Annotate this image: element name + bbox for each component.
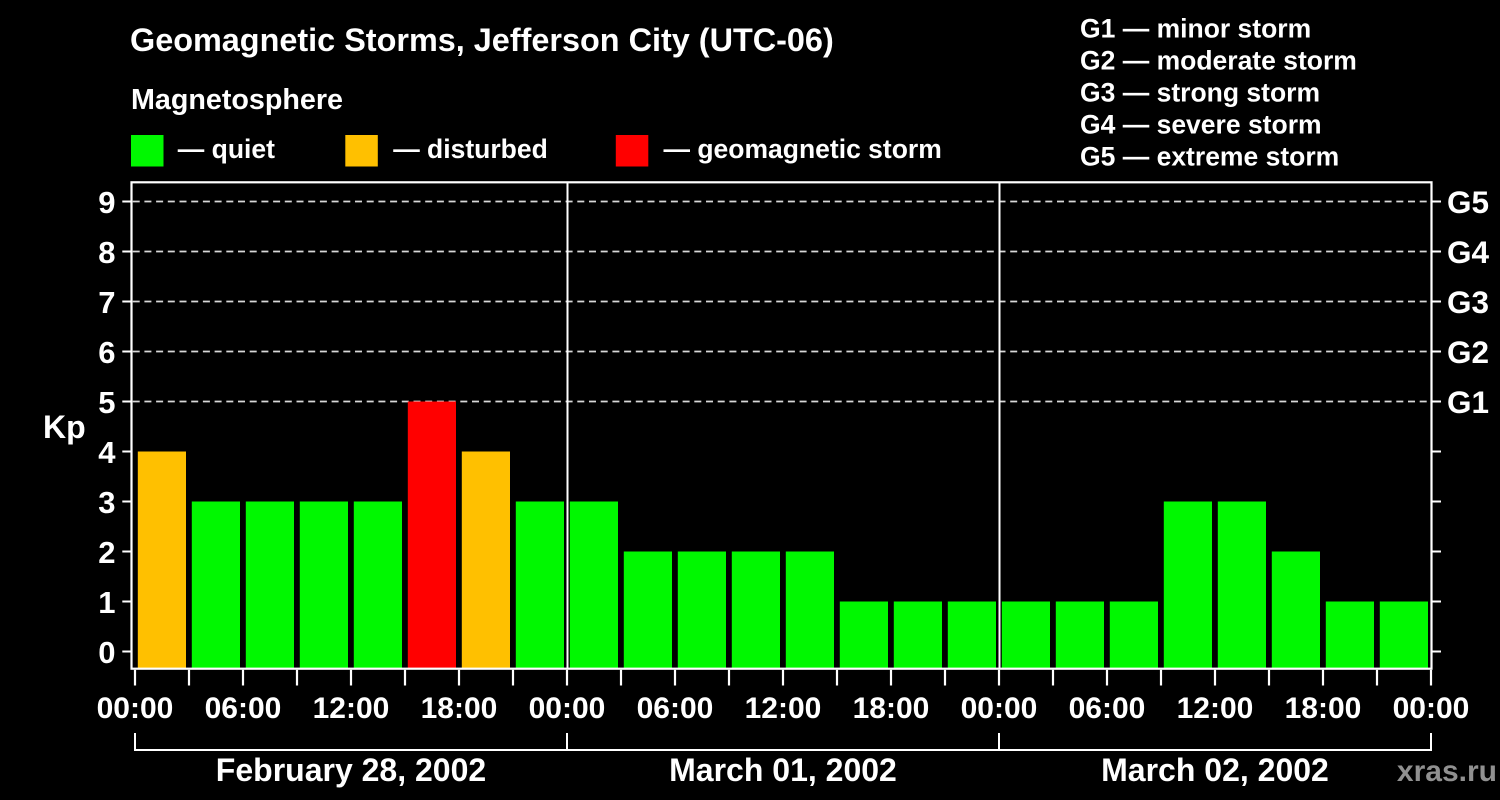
svg-text:— disturbed: — disturbed bbox=[393, 134, 548, 164]
svg-text:4: 4 bbox=[98, 435, 116, 470]
svg-text:00:00: 00:00 bbox=[1393, 692, 1470, 725]
svg-text:00:00: 00:00 bbox=[97, 692, 174, 725]
svg-text:06:00: 06:00 bbox=[205, 692, 282, 725]
svg-text:— quiet: — quiet bbox=[178, 134, 275, 164]
svg-text:G1 — minor storm: G1 — minor storm bbox=[1080, 14, 1311, 44]
svg-text:7: 7 bbox=[98, 285, 115, 320]
svg-text:9: 9 bbox=[98, 185, 115, 220]
svg-text:3: 3 bbox=[98, 485, 115, 520]
svg-text:00:00: 00:00 bbox=[961, 692, 1038, 725]
svg-text:1: 1 bbox=[98, 585, 115, 620]
svg-text:G3: G3 bbox=[1447, 284, 1489, 320]
svg-text:12:00: 12:00 bbox=[1177, 692, 1254, 725]
svg-text:xras.ru: xras.ru bbox=[1397, 755, 1497, 788]
svg-text:G5: G5 bbox=[1447, 184, 1489, 220]
svg-text:G3 — strong storm: G3 — strong storm bbox=[1080, 78, 1320, 108]
svg-text:— geomagnetic storm: — geomagnetic storm bbox=[664, 134, 942, 164]
svg-text:Magnetosphere: Magnetosphere bbox=[131, 84, 343, 116]
svg-text:G5 — extreme storm: G5 — extreme storm bbox=[1080, 142, 1339, 172]
svg-text:18:00: 18:00 bbox=[1285, 692, 1362, 725]
svg-text:06:00: 06:00 bbox=[637, 692, 714, 725]
svg-text:00:00: 00:00 bbox=[529, 692, 606, 725]
svg-text:G2 — moderate storm: G2 — moderate storm bbox=[1080, 46, 1357, 76]
svg-text:6: 6 bbox=[98, 335, 115, 370]
svg-text:18:00: 18:00 bbox=[853, 692, 930, 725]
svg-text:G4: G4 bbox=[1447, 234, 1490, 270]
svg-text:G2: G2 bbox=[1447, 334, 1489, 370]
svg-text:Kp: Kp bbox=[43, 409, 86, 445]
svg-text:12:00: 12:00 bbox=[313, 692, 390, 725]
svg-text:0: 0 bbox=[98, 635, 115, 670]
svg-text:February 28, 2002: February 28, 2002 bbox=[216, 752, 486, 788]
svg-text:G1: G1 bbox=[1447, 384, 1489, 420]
svg-text:G4 — severe storm: G4 — severe storm bbox=[1080, 110, 1322, 140]
svg-text:March 02, 2002: March 02, 2002 bbox=[1101, 752, 1329, 788]
svg-text:5: 5 bbox=[98, 385, 115, 420]
svg-text:Geomagnetic Storms, Jefferson: Geomagnetic Storms, Jefferson City (UTC-… bbox=[130, 22, 834, 58]
svg-text:March 01, 2002: March 01, 2002 bbox=[669, 752, 897, 788]
svg-text:2: 2 bbox=[98, 535, 115, 570]
svg-text:18:00: 18:00 bbox=[421, 692, 498, 725]
svg-text:8: 8 bbox=[98, 235, 115, 270]
svg-text:12:00: 12:00 bbox=[745, 692, 822, 725]
svg-text:06:00: 06:00 bbox=[1069, 692, 1146, 725]
